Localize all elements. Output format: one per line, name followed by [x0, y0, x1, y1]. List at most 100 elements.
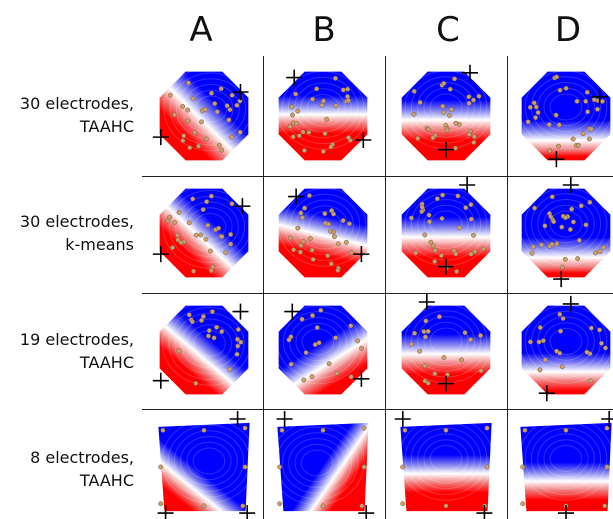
electrode-dot	[167, 214, 173, 220]
contour-line	[275, 426, 359, 500]
electrode-dot	[212, 101, 218, 107]
electrode-dot	[476, 93, 482, 99]
electrode-dot	[316, 340, 322, 346]
electrode-dot	[298, 210, 304, 216]
electrode-dot	[604, 464, 610, 470]
row-label-1: 30 electrodes, TAAHC	[19, 94, 134, 136]
contour-line	[537, 199, 595, 249]
electrode-dot	[578, 203, 584, 209]
topomap-shape	[278, 305, 368, 395]
electrode-dot	[335, 267, 341, 273]
electrode-dot	[434, 196, 440, 202]
electrode-dot	[471, 139, 477, 145]
electrode-dot	[553, 112, 559, 118]
electrode-dot	[417, 348, 423, 354]
electrode-dot	[287, 124, 293, 129]
electrode-dot	[335, 241, 341, 247]
electrode-dot	[437, 314, 442, 320]
contour-line	[518, 181, 613, 267]
electrode-dot	[570, 136, 576, 142]
contour-line	[162, 184, 258, 269]
electrode-dot	[325, 253, 331, 259]
contour-line	[429, 327, 463, 355]
column-header-d: D	[554, 10, 582, 50]
electrode-dot	[234, 102, 240, 108]
contour-line	[180, 318, 239, 369]
electrode-dot	[432, 247, 438, 253]
contour-line	[180, 436, 238, 486]
electrode-dot	[426, 212, 432, 218]
electrode-dot	[580, 131, 586, 137]
contour-line	[169, 72, 253, 146]
cross-marker	[152, 246, 169, 263]
cross-marker	[234, 198, 251, 215]
electrode-dot	[530, 244, 536, 250]
electrode-dot	[452, 145, 458, 151]
electrode-dot	[200, 207, 206, 213]
electrode-dot	[602, 503, 608, 509]
electrode-dot	[348, 374, 354, 380]
electrode-dot	[454, 269, 460, 275]
contour-line	[193, 213, 227, 240]
electrode-dot	[554, 74, 560, 80]
electrode-dot	[228, 241, 234, 247]
electrode-dot	[355, 338, 361, 344]
electrode-dot	[478, 368, 484, 374]
contour-line	[429, 445, 463, 472]
electrode-dot	[193, 380, 199, 386]
column-header-c: C	[436, 10, 460, 50]
electrode-dot	[199, 119, 205, 125]
electrode-dot	[557, 311, 563, 317]
contour-line	[537, 433, 595, 484]
electrode-dot	[421, 329, 427, 335]
topomap-shape	[278, 71, 368, 161]
electrode-dot	[527, 339, 533, 345]
cross-marker	[353, 370, 370, 387]
electrode-dot	[206, 328, 212, 333]
cross-marker	[152, 129, 169, 146]
electrode-dot	[443, 427, 449, 433]
electrode-dot	[361, 425, 367, 431]
cross-marker	[462, 64, 478, 81]
contour-line	[173, 430, 245, 492]
contour-line	[417, 433, 475, 484]
topomap-shape	[158, 422, 250, 512]
electrode-dot	[525, 119, 531, 125]
electrode-dot	[238, 339, 244, 345]
electrode-dot	[558, 328, 564, 334]
electrode-dot	[223, 250, 229, 256]
cross-marker	[553, 271, 570, 288]
electrode-dot	[303, 350, 309, 356]
electrode-dot	[310, 313, 315, 318]
electrode-dot	[563, 85, 569, 91]
electrode-dot	[415, 136, 421, 141]
electrode-dot	[300, 129, 306, 135]
electrode-dot	[529, 250, 535, 256]
electrode-dot	[569, 206, 575, 212]
electrode-dot	[432, 259, 438, 264]
contour-line	[524, 422, 608, 495]
electrode-dot	[229, 201, 235, 207]
electrode-dot	[438, 253, 444, 259]
cross-marker	[232, 303, 249, 320]
electrode-dot	[181, 133, 187, 139]
electrode-dot	[542, 223, 548, 229]
electrode-dot	[186, 220, 192, 226]
electrode-dot	[209, 309, 215, 315]
electrode-dot	[411, 88, 417, 94]
electrode-dot	[321, 98, 326, 104]
electrode-dot	[444, 127, 450, 133]
contour-line	[417, 199, 475, 249]
electrode-dot	[575, 142, 581, 148]
electrode-dot	[201, 503, 207, 509]
electrode-dot	[307, 236, 313, 241]
contour-line	[530, 193, 602, 255]
row-label-3: 19 electrodes, TAAHC	[19, 330, 134, 372]
electrode-dot	[226, 117, 232, 123]
electrode-dot	[302, 205, 308, 211]
electrode-dot	[455, 193, 461, 199]
electrode-dot	[300, 238, 306, 244]
